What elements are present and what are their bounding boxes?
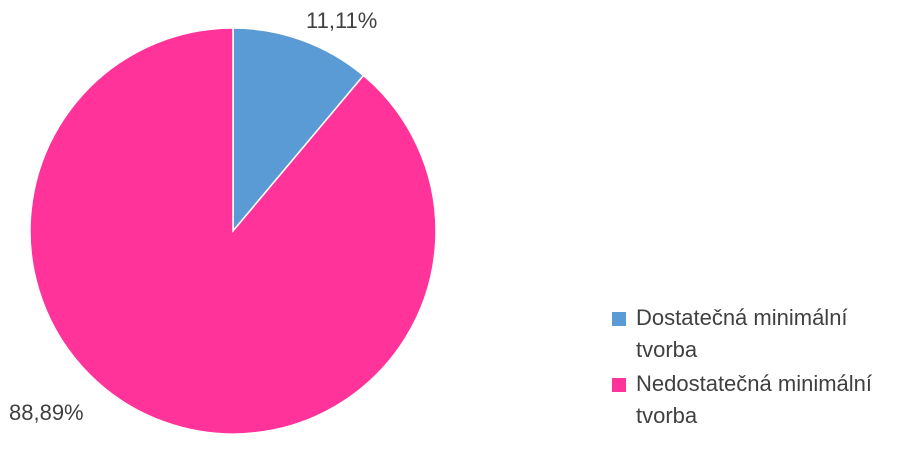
legend-label: Dostatečná minimální tvorba — [636, 305, 848, 362]
legend-swatch — [612, 378, 626, 392]
data-label-slice-1: 88,89% — [9, 400, 84, 425]
pie-slice-0 — [232, 27, 365, 234]
data-label-slice-0: 11,11% — [306, 8, 378, 33]
legend-swatch — [612, 312, 626, 326]
legend-label: Nedostatečná minimální tvorba — [636, 371, 873, 428]
legend-item-dostatecna: Dostatečná minimální tvorba — [612, 302, 900, 366]
pie-slices — [29, 27, 437, 435]
legend-item-nedostatecna: Nedostatečná minimální tvorba — [612, 368, 900, 432]
pie-slice-1 — [29, 27, 437, 435]
chart-legend: Dostatečná minimální tvorba Nedostatečná… — [612, 302, 900, 434]
